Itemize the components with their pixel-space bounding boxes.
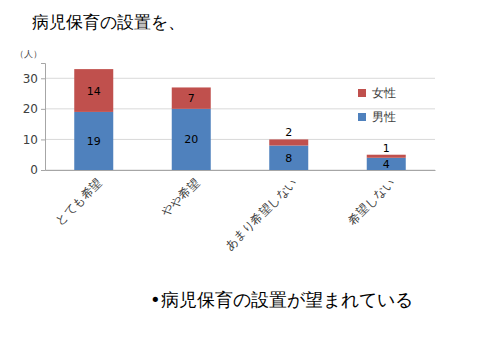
legend-item: 女性 — [358, 86, 396, 100]
legend-label: 男性 — [372, 110, 396, 124]
series — [74, 69, 406, 158]
y-tick-mark — [41, 170, 45, 171]
x-axis-line — [46, 170, 436, 171]
y-tick-mark — [41, 139, 45, 140]
x-tick-label: やや希望 — [159, 175, 203, 219]
data-label: 4 — [383, 158, 390, 171]
y-tick-label: 30 — [23, 72, 38, 86]
x-tick-label: あまり希望しない — [222, 175, 300, 253]
bar — [367, 158, 406, 170]
y-tick-mark — [41, 109, 45, 110]
series — [74, 109, 406, 170]
y-tick-mark — [41, 78, 45, 79]
y-tick-label: 0 — [30, 163, 38, 177]
bar — [74, 112, 113, 170]
x-tick-label: とても希望 — [53, 175, 105, 227]
chart: 病児保育の設置を、0102030とても希望やや希望あまり希望しない希望しない19… — [0, 0, 480, 360]
y-axis-label: （人） — [15, 49, 42, 59]
plot: 0 10 20 30 とても希望 やや希望あまり希望しない希望しない 19 20 8 4 14 7 2 1 — [23, 64, 436, 254]
annotation: •病児保育の設置が望まれている — [150, 289, 413, 310]
x-tick-label: 希望しない — [345, 175, 397, 227]
bar — [172, 87, 211, 108]
y-tick: 20 — [23, 102, 45, 116]
bar — [269, 146, 308, 170]
data-label: 20 — [184, 133, 198, 146]
y-tick: 0 — [30, 163, 45, 177]
data-label: 2 — [285, 126, 292, 139]
x-tick: とても希望 — [53, 175, 105, 227]
x-axis: とても希望 やや希望あまり希望しない希望しない — [46, 171, 436, 254]
y-tick: 30 — [23, 72, 45, 86]
data-labels: 19 20 8 4 14 7 2 1 — [87, 85, 390, 171]
x-tick: あまり希望しない — [222, 175, 300, 253]
x-tick: 希望しない — [345, 175, 397, 227]
bars — [74, 69, 406, 170]
legend-item: 男性 — [358, 110, 396, 124]
legend-swatch — [358, 89, 366, 97]
bar — [269, 139, 308, 145]
data-label: 7 — [188, 92, 195, 105]
title: 病児保育の設置を、 — [32, 12, 185, 32]
x-tick: やや希望 — [159, 175, 203, 219]
data-label: 19 — [87, 135, 101, 148]
y-tick-label: 20 — [23, 102, 38, 116]
y-tick: 10 — [23, 133, 45, 147]
y-axis: 0 10 20 30 — [23, 64, 46, 178]
data-label: 8 — [285, 152, 292, 165]
data-label: 14 — [87, 85, 101, 98]
legend-label: 女性 — [372, 86, 396, 100]
legend-swatch — [358, 113, 366, 121]
data-label: 1 — [383, 142, 390, 155]
legend: 女性男性 — [358, 86, 396, 124]
bar — [172, 109, 211, 170]
bar — [74, 69, 113, 112]
y-tick-label: 10 — [23, 133, 38, 147]
y-axis-line — [41, 64, 46, 171]
